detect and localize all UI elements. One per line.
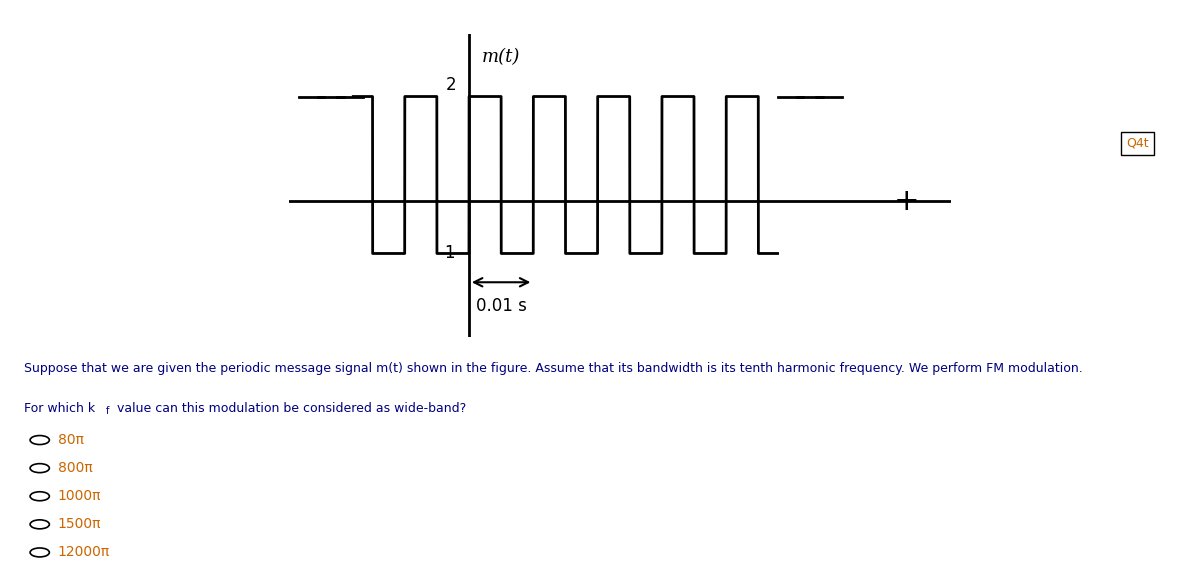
Text: Q4t: Q4t [1127,137,1149,150]
Text: 1500π: 1500π [58,518,101,531]
Text: For which k: For which k [24,402,95,415]
Text: +: + [893,187,919,216]
Text: 0.01 s: 0.01 s [476,297,526,315]
Text: value can this modulation be considered as wide-band?: value can this modulation be considered … [113,402,466,415]
Text: 1000π: 1000π [58,490,101,503]
Text: -1: -1 [439,244,456,262]
Text: 80π: 80π [58,433,84,447]
Text: 800π: 800π [58,461,93,475]
Text: Suppose that we are given the periodic message signal m(t) shown in the figure. : Suppose that we are given the periodic m… [24,362,1082,375]
Text: f: f [106,406,110,416]
Text: m(t): m(t) [482,48,520,66]
Text: 12000π: 12000π [58,546,110,559]
Text: 2: 2 [445,76,456,94]
